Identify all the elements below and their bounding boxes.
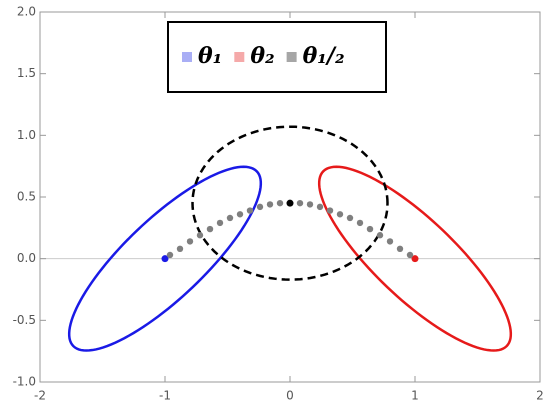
y-tick-label: -0.5 xyxy=(13,313,36,327)
path-dot xyxy=(276,199,284,207)
path-dot xyxy=(176,245,184,252)
path-dot xyxy=(216,219,224,227)
center-point xyxy=(286,199,294,207)
y-tick-label: 0.5 xyxy=(17,190,36,204)
legend-label: θ₁ xyxy=(198,43,222,69)
path-dot xyxy=(186,238,194,245)
legend: θ₁ θ₂ θ₁/₂ xyxy=(167,21,387,93)
legend-label: θ₂ xyxy=(250,43,274,69)
path-dot xyxy=(386,238,394,245)
path-dot xyxy=(306,201,314,208)
ellipse xyxy=(67,165,263,352)
legend-label: θ₁/₂ xyxy=(303,43,345,69)
path-dot xyxy=(316,203,324,211)
path-dot xyxy=(226,214,234,222)
path-dot xyxy=(356,219,364,227)
path-dot xyxy=(396,245,404,252)
path-dot xyxy=(406,251,414,259)
x-tick-label: 1 xyxy=(411,389,419,403)
y-tick-label: 2.0 xyxy=(17,5,36,19)
path-dot xyxy=(366,225,374,233)
path-dot xyxy=(266,201,274,208)
path-dot xyxy=(336,211,344,218)
x-tick-label: 2 xyxy=(536,389,544,403)
x-tick-label: -1 xyxy=(159,389,171,403)
path-dot xyxy=(376,232,384,239)
y-tick-label: 0.0 xyxy=(17,251,36,265)
path-dot xyxy=(236,211,244,218)
x-tick-label: -2 xyxy=(34,389,46,403)
path-dot xyxy=(246,207,254,214)
x-tick-label: 0 xyxy=(286,389,294,403)
ellipse xyxy=(191,125,389,281)
legend-swatch xyxy=(234,52,245,62)
path-dot xyxy=(196,232,204,239)
legend-swatch xyxy=(182,52,192,62)
path-dot xyxy=(256,203,264,211)
center-point xyxy=(411,255,419,263)
path-dot xyxy=(296,199,304,207)
y-tick-label: 1.5 xyxy=(17,66,36,80)
ellipse xyxy=(317,165,513,352)
path-dot xyxy=(346,214,354,222)
y-tick-label: 1.0 xyxy=(17,128,36,142)
y-tick-label: -1.0 xyxy=(13,375,36,389)
center-point xyxy=(161,255,169,263)
path-dot xyxy=(206,225,214,233)
path-dot xyxy=(166,251,174,259)
legend-swatch xyxy=(286,52,297,62)
path-dot xyxy=(326,207,334,214)
legend-box xyxy=(167,21,387,93)
